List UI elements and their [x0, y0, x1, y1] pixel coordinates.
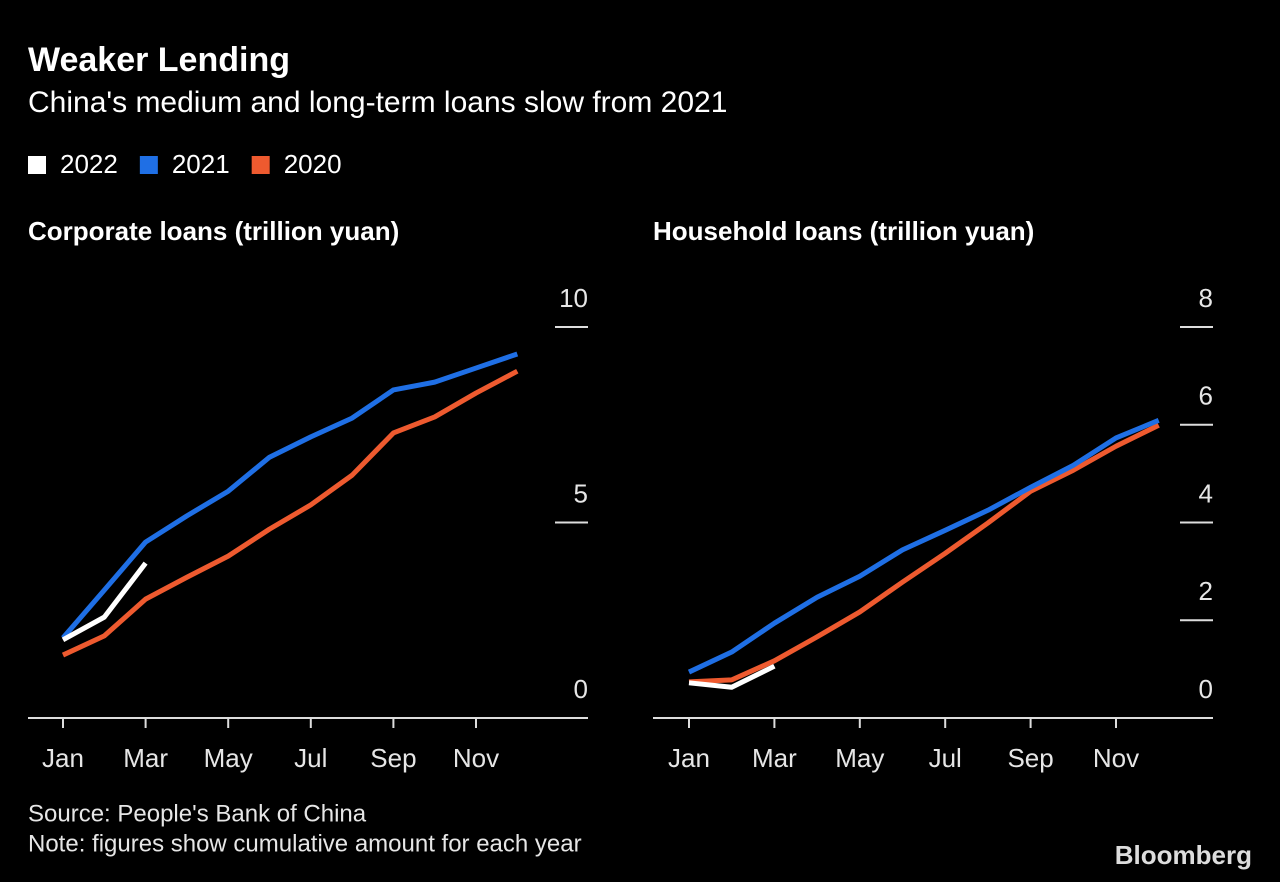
source: Source: People's Bank of China — [28, 800, 367, 827]
y-tick-label: 4 — [1199, 478, 1213, 508]
legend-swatch — [251, 156, 270, 174]
legend-label: 2021 — [172, 149, 230, 179]
legend-swatch — [28, 156, 46, 174]
x-tick-label: Nov — [453, 743, 499, 773]
x-tick-label: Nov — [1093, 743, 1139, 773]
panel-title: Household loans (trillion yuan) — [653, 216, 1034, 246]
legend-label: 2022 — [60, 149, 118, 179]
logo: Bloomberg — [1115, 840, 1252, 870]
x-tick-label: Mar — [752, 743, 797, 773]
chart-subtitle: China's medium and long-term loans slow … — [28, 86, 727, 119]
legend-label: 2020 — [284, 149, 342, 179]
x-tick-label: Sep — [370, 743, 416, 773]
x-tick-label: Jul — [294, 743, 327, 773]
line-series — [688, 422, 1160, 685]
x-tick-label: Jan — [42, 743, 84, 773]
y-tick-label: 8 — [1199, 283, 1213, 313]
panel-title: Corporate loans (trillion yuan) — [28, 216, 399, 246]
y-tick-label: 6 — [1199, 381, 1213, 411]
x-tick-label: May — [204, 743, 253, 773]
line-series — [61, 351, 519, 640]
x-tick-label: May — [835, 743, 884, 773]
x-tick-label: Jan — [668, 743, 710, 773]
y-tick-label: 10 — [559, 283, 588, 313]
x-tick-label: Mar — [123, 743, 168, 773]
y-tick-label: 2 — [1199, 576, 1213, 606]
legend-swatch — [139, 156, 158, 174]
line-series — [688, 663, 776, 690]
y-tick-label: 5 — [574, 478, 588, 508]
line-series — [61, 561, 148, 642]
line-series — [61, 368, 519, 658]
chart-title: Weaker Lending — [28, 41, 290, 79]
y-tick-label: 0 — [574, 674, 588, 704]
note: Note: figures show cumulative amount for… — [28, 830, 582, 857]
line-series — [687, 418, 1160, 675]
y-tick-label: 0 — [1199, 674, 1213, 704]
x-tick-label: Sep — [1007, 743, 1053, 773]
x-tick-label: Jul — [929, 743, 962, 773]
